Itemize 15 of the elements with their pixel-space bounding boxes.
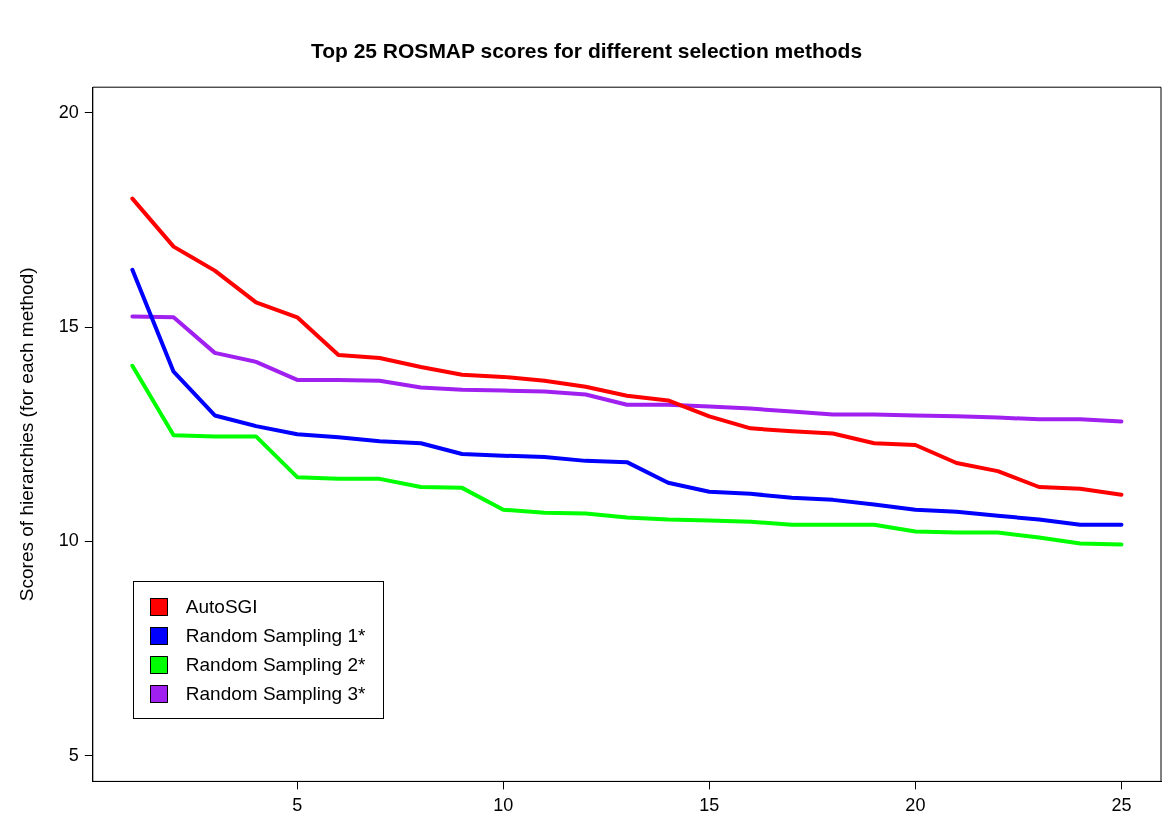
y-tick-label: 20	[58, 101, 79, 122]
x-tick-label: 25	[1111, 795, 1132, 816]
y-tick-label: 15	[58, 316, 79, 337]
legend-label: Random Sampling 2*	[185, 653, 366, 678]
legend-label: AutoSGI	[185, 595, 258, 620]
legend-label: Random Sampling 3*	[185, 682, 366, 707]
x-tick-label: 10	[493, 795, 514, 816]
x-tick-label: 15	[699, 795, 720, 816]
y-axis-title: Scores of hierarchies (for each method)	[15, 267, 37, 602]
x-tick-label: 5	[292, 795, 303, 816]
y-tick-label: 10	[58, 530, 79, 551]
chart-title: Top 25 ROSMAP scores for different selection methods	[310, 39, 863, 63]
y-tick-label: 5	[68, 744, 79, 765]
x-tick-label: 20	[905, 795, 926, 816]
legend-label: Random Sampling 1*	[185, 624, 366, 649]
